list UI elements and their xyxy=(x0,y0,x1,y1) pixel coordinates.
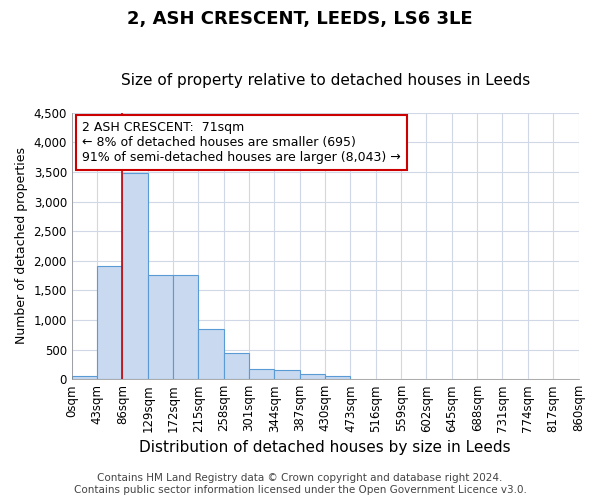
Bar xyxy=(224,352,249,379)
Bar xyxy=(249,368,274,379)
Bar xyxy=(325,376,350,379)
Bar xyxy=(173,275,199,379)
Bar xyxy=(300,374,325,379)
Bar xyxy=(199,329,224,379)
X-axis label: Distribution of detached houses by size in Leeds: Distribution of detached houses by size … xyxy=(139,440,511,455)
Text: 2, ASH CRESCENT, LEEDS, LS6 3LE: 2, ASH CRESCENT, LEEDS, LS6 3LE xyxy=(127,10,473,28)
Bar xyxy=(148,275,173,379)
Bar xyxy=(72,376,97,379)
Title: Size of property relative to detached houses in Leeds: Size of property relative to detached ho… xyxy=(121,73,530,88)
Y-axis label: Number of detached properties: Number of detached properties xyxy=(15,148,28,344)
Bar xyxy=(122,172,148,379)
Text: 2 ASH CRESCENT:  71sqm
← 8% of detached houses are smaller (695)
91% of semi-det: 2 ASH CRESCENT: 71sqm ← 8% of detached h… xyxy=(82,121,401,164)
Text: Contains HM Land Registry data © Crown copyright and database right 2024.
Contai: Contains HM Land Registry data © Crown c… xyxy=(74,474,526,495)
Bar xyxy=(97,266,122,379)
Bar xyxy=(274,370,300,379)
